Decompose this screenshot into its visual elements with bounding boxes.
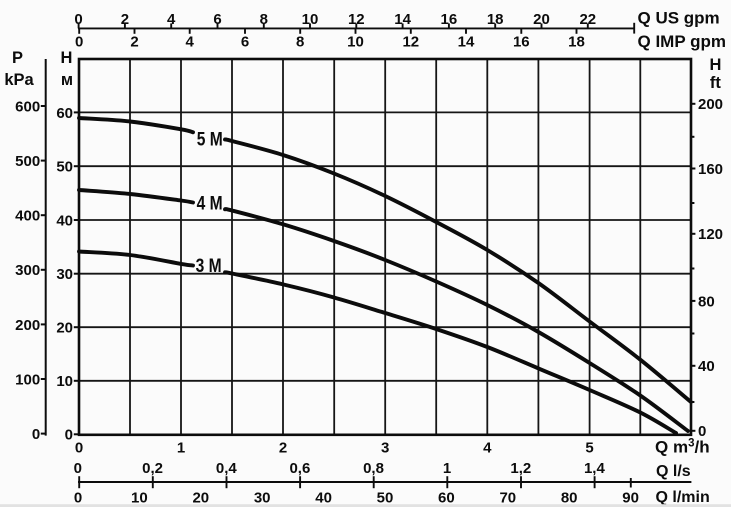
- svg-text:4: 4: [186, 34, 195, 51]
- svg-text:1,2: 1,2: [510, 460, 531, 477]
- svg-text:60: 60: [56, 105, 73, 122]
- svg-text:0: 0: [74, 11, 82, 28]
- svg-text:16: 16: [513, 34, 530, 51]
- svg-text:500: 500: [15, 153, 40, 170]
- svg-text:2: 2: [121, 11, 129, 28]
- svg-text:300: 300: [15, 262, 40, 279]
- svg-text:10: 10: [56, 373, 73, 390]
- svg-text:200: 200: [15, 317, 40, 334]
- svg-text:2: 2: [279, 440, 287, 457]
- svg-text:P: P: [12, 49, 23, 67]
- svg-text:10: 10: [131, 489, 148, 506]
- svg-text:4 M: 4 M: [197, 192, 223, 214]
- svg-text:3: 3: [381, 440, 389, 457]
- svg-text:6: 6: [241, 34, 249, 51]
- svg-text:kPa: kPa: [4, 71, 34, 89]
- svg-text:Q m3/h: Q m3/h: [655, 438, 710, 457]
- svg-text:50: 50: [377, 489, 394, 506]
- svg-text:1: 1: [177, 440, 185, 457]
- svg-text:0: 0: [75, 34, 83, 51]
- svg-text:0,4: 0,4: [216, 460, 238, 477]
- svg-text:8: 8: [296, 34, 304, 51]
- svg-text:4: 4: [167, 11, 176, 28]
- svg-text:0,2: 0,2: [142, 460, 163, 477]
- svg-text:16: 16: [441, 11, 458, 28]
- svg-text:0: 0: [698, 423, 706, 440]
- svg-text:120: 120: [698, 226, 723, 243]
- svg-text:30: 30: [254, 489, 271, 506]
- svg-text:5: 5: [585, 440, 593, 457]
- svg-text:2: 2: [130, 34, 138, 51]
- svg-text:80: 80: [561, 489, 578, 506]
- svg-text:Q IMP gpm: Q IMP gpm: [638, 32, 726, 51]
- svg-text:3 M: 3 M: [196, 255, 222, 277]
- svg-text:H: H: [709, 56, 721, 74]
- svg-text:4: 4: [483, 440, 492, 457]
- svg-text:6: 6: [213, 11, 221, 28]
- svg-text:18: 18: [487, 11, 504, 28]
- svg-text:1,4: 1,4: [584, 460, 606, 477]
- svg-text:50: 50: [56, 159, 73, 176]
- svg-text:12: 12: [402, 34, 419, 51]
- svg-text:0: 0: [74, 460, 82, 477]
- svg-text:22: 22: [579, 11, 596, 28]
- svg-text:12: 12: [348, 11, 365, 28]
- svg-text:90: 90: [622, 489, 639, 506]
- svg-text:Q US gpm: Q US gpm: [638, 9, 720, 28]
- svg-text:14: 14: [458, 34, 475, 51]
- svg-text:40: 40: [698, 358, 715, 375]
- svg-text:0,6: 0,6: [289, 460, 310, 477]
- svg-text:0: 0: [32, 426, 40, 443]
- svg-text:80: 80: [698, 293, 715, 310]
- svg-text:100: 100: [15, 371, 40, 388]
- svg-text:60: 60: [438, 489, 455, 506]
- svg-text:м: м: [61, 71, 73, 89]
- svg-text:20: 20: [533, 11, 550, 28]
- svg-text:70: 70: [499, 489, 516, 506]
- svg-text:10: 10: [347, 34, 364, 51]
- svg-text:600: 600: [15, 98, 40, 115]
- svg-text:18: 18: [568, 34, 585, 51]
- svg-text:20: 20: [192, 489, 209, 506]
- svg-text:400: 400: [15, 208, 40, 225]
- svg-text:0: 0: [75, 440, 83, 457]
- svg-text:8: 8: [260, 11, 268, 28]
- svg-text:Q l/s: Q l/s: [656, 463, 691, 480]
- svg-text:5 M: 5 M: [197, 128, 223, 150]
- svg-text:14: 14: [394, 11, 411, 28]
- svg-text:160: 160: [698, 161, 723, 178]
- svg-text:Q l/min: Q l/min: [656, 489, 710, 506]
- svg-text:0,8: 0,8: [363, 460, 384, 477]
- svg-text:0: 0: [74, 489, 82, 506]
- svg-text:200: 200: [698, 96, 723, 113]
- svg-text:20: 20: [56, 320, 73, 337]
- svg-text:0: 0: [65, 427, 73, 444]
- svg-text:ft: ft: [710, 74, 721, 92]
- svg-text:30: 30: [56, 266, 73, 283]
- svg-text:10: 10: [302, 11, 319, 28]
- svg-text:1: 1: [443, 460, 451, 477]
- svg-text:40: 40: [56, 212, 73, 229]
- svg-text:40: 40: [315, 489, 332, 506]
- svg-text:H: H: [61, 49, 73, 67]
